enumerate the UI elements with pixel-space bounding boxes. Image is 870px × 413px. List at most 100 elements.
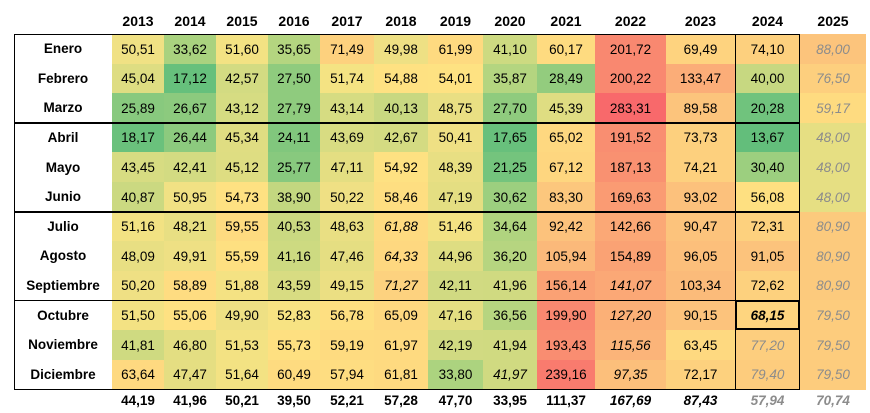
- value-cell-abril-2017: 43,69: [320, 122, 374, 153]
- value-cell-mayo-2018: 54,92: [374, 152, 428, 183]
- value-cell-diciembre-2013: 63,64: [112, 359, 164, 390]
- value-cell-agosto-2024: 91,05: [735, 241, 800, 272]
- value-cell-abril-2024: 13,67: [735, 122, 800, 153]
- month-label-mayo: Mayo: [45, 159, 81, 175]
- value-cell-agosto-2018: 64,33: [374, 241, 428, 272]
- total-2016: 39,50: [277, 392, 311, 408]
- value-cell-febrero-2022: 200,22: [595, 63, 666, 94]
- value-cell-enero-2013: 50,51: [112, 34, 164, 65]
- value-cell-julio-2017: 48,63: [320, 211, 374, 242]
- value-cell-diciembre-2024: 79,40: [735, 359, 800, 390]
- value-cell-abril-2016: 24,11: [268, 122, 320, 153]
- value-cell-septiembre-2021: 156,14: [537, 270, 595, 301]
- value-cell-julio-2013: 51,16: [112, 211, 164, 242]
- value-cell-noviembre-2023: 63,45: [666, 330, 735, 361]
- value-cell-mayo-2017: 47,11: [320, 152, 374, 183]
- value-cell-febrero-2015: 42,57: [216, 63, 268, 94]
- value-cell-junio-2024: 56,08: [735, 182, 800, 213]
- value-cell-octubre-2019: 47,16: [428, 300, 483, 331]
- year-header-2020: 2020: [494, 13, 526, 29]
- value-cell-junio-2021: 83,30: [537, 182, 595, 213]
- value-cell-mayo-2022: 187,13: [595, 152, 666, 183]
- value-cell-agosto-2015: 55,59: [216, 241, 268, 272]
- value-cell-julio-2021: 92,42: [537, 211, 595, 242]
- value-cell-mayo-2015: 45,12: [216, 152, 268, 183]
- value-cell-marzo-2023: 89,58: [666, 93, 735, 124]
- value-cell-enero-2015: 51,60: [216, 34, 268, 65]
- year-header-2025: 2025: [817, 13, 849, 29]
- value-cell-noviembre-2015: 51,53: [216, 330, 268, 361]
- year-header-2014: 2014: [174, 13, 206, 29]
- value-cell-noviembre-2022: 115,56: [595, 330, 666, 361]
- value-cell-febrero-2016: 27,50: [268, 63, 320, 94]
- month-label-noviembre: Noviembre: [28, 337, 98, 353]
- month-label-agosto: Agosto: [39, 248, 87, 264]
- value-cell-agosto-2017: 47,46: [320, 241, 374, 272]
- value-cell-abril-2021: 65,02: [537, 122, 595, 153]
- value-cell-septiembre-2013: 50,20: [112, 270, 164, 301]
- value-cell-octubre-2013: 51,50: [112, 300, 164, 331]
- value-cell-diciembre-2023: 72,17: [666, 359, 735, 390]
- value-cell-enero-2017: 71,49: [320, 34, 374, 65]
- value-cell-septiembre-2020: 41,96: [483, 270, 537, 301]
- value-cell-diciembre-2022: 97,35: [595, 359, 666, 390]
- value-cell-marzo-2025: 59,17: [800, 93, 866, 124]
- value-cell-mayo-2016: 25,77: [268, 152, 320, 183]
- value-cell-octubre-2024: 68,15: [735, 300, 800, 331]
- value-cell-enero-2025: 88,00: [800, 34, 866, 65]
- total-2015: 50,21: [225, 392, 259, 408]
- value-cell-febrero-2013: 45,04: [112, 63, 164, 94]
- value-cell-mayo-2021: 67,12: [537, 152, 595, 183]
- value-cell-diciembre-2018: 61,81: [374, 359, 428, 390]
- value-cell-agosto-2023: 96,05: [666, 241, 735, 272]
- value-cell-enero-2021: 60,17: [537, 34, 595, 65]
- value-cell-julio-2016: 40,53: [268, 211, 320, 242]
- value-cell-marzo-2013: 25,89: [112, 93, 164, 124]
- value-cell-noviembre-2014: 46,80: [164, 330, 216, 361]
- year-header-2024: 2024: [751, 13, 784, 29]
- total-2025: 70,74: [816, 392, 850, 408]
- value-cell-mayo-2013: 43,45: [112, 152, 164, 183]
- value-cell-diciembre-2016: 60,49: [268, 359, 320, 390]
- value-cell-julio-2015: 59,55: [216, 211, 268, 242]
- year-header-2019: 2019: [439, 13, 472, 29]
- value-cell-febrero-2018: 54,88: [374, 63, 428, 94]
- value-cell-agosto-2025: 80,90: [800, 241, 866, 272]
- month-label-febrero: Febrero: [37, 70, 89, 86]
- value-cell-julio-2014: 48,21: [164, 211, 216, 242]
- value-cell-junio-2017: 50,22: [320, 182, 374, 213]
- value-cell-marzo-2024: 20,28: [735, 93, 800, 124]
- value-cell-noviembre-2025: 79,50: [800, 330, 866, 361]
- value-cell-enero-2018: 49,98: [374, 34, 428, 65]
- total-2014: 41,96: [173, 392, 207, 408]
- value-cell-noviembre-2013: 41,81: [112, 330, 164, 361]
- total-2024: 57,94: [750, 392, 785, 408]
- value-cell-septiembre-2022: 141,07: [595, 270, 666, 301]
- value-cell-abril-2023: 73,73: [666, 122, 735, 153]
- value-cell-febrero-2020: 35,87: [483, 63, 537, 94]
- value-cell-noviembre-2017: 59,19: [320, 330, 374, 361]
- value-cell-septiembre-2015: 51,88: [216, 270, 268, 301]
- value-cell-octubre-2018: 65,09: [374, 300, 428, 331]
- value-cell-marzo-2018: 40,13: [374, 93, 428, 124]
- value-cell-julio-2025: 80,90: [800, 211, 866, 242]
- total-2018: 57,28: [384, 392, 418, 408]
- value-cell-febrero-2024: 40,00: [735, 63, 800, 94]
- value-cell-mayo-2024: 30,40: [735, 152, 800, 183]
- value-cell-noviembre-2020: 41,94: [483, 330, 537, 361]
- month-label-abril: Abril: [47, 130, 79, 146]
- total-2021: 111,37: [546, 392, 586, 408]
- value-cell-diciembre-2025: 79,50: [800, 359, 866, 390]
- total-2022: 167,69: [609, 392, 652, 408]
- value-cell-abril-2015: 45,34: [216, 122, 268, 153]
- month-label-septiembre: Septiembre: [26, 278, 100, 294]
- value-cell-febrero-2021: 28,49: [537, 63, 595, 94]
- value-cell-abril-2020: 17,65: [483, 122, 537, 153]
- value-cell-octubre-2014: 55,06: [164, 300, 216, 331]
- value-cell-junio-2023: 93,02: [666, 182, 735, 213]
- value-cell-mayo-2023: 74,21: [666, 152, 735, 183]
- value-cell-agosto-2013: 48,09: [112, 241, 164, 272]
- value-cell-septiembre-2019: 42,11: [428, 270, 483, 301]
- value-cell-enero-2024: 74,10: [735, 34, 800, 65]
- year-header-2021: 2021: [550, 13, 582, 29]
